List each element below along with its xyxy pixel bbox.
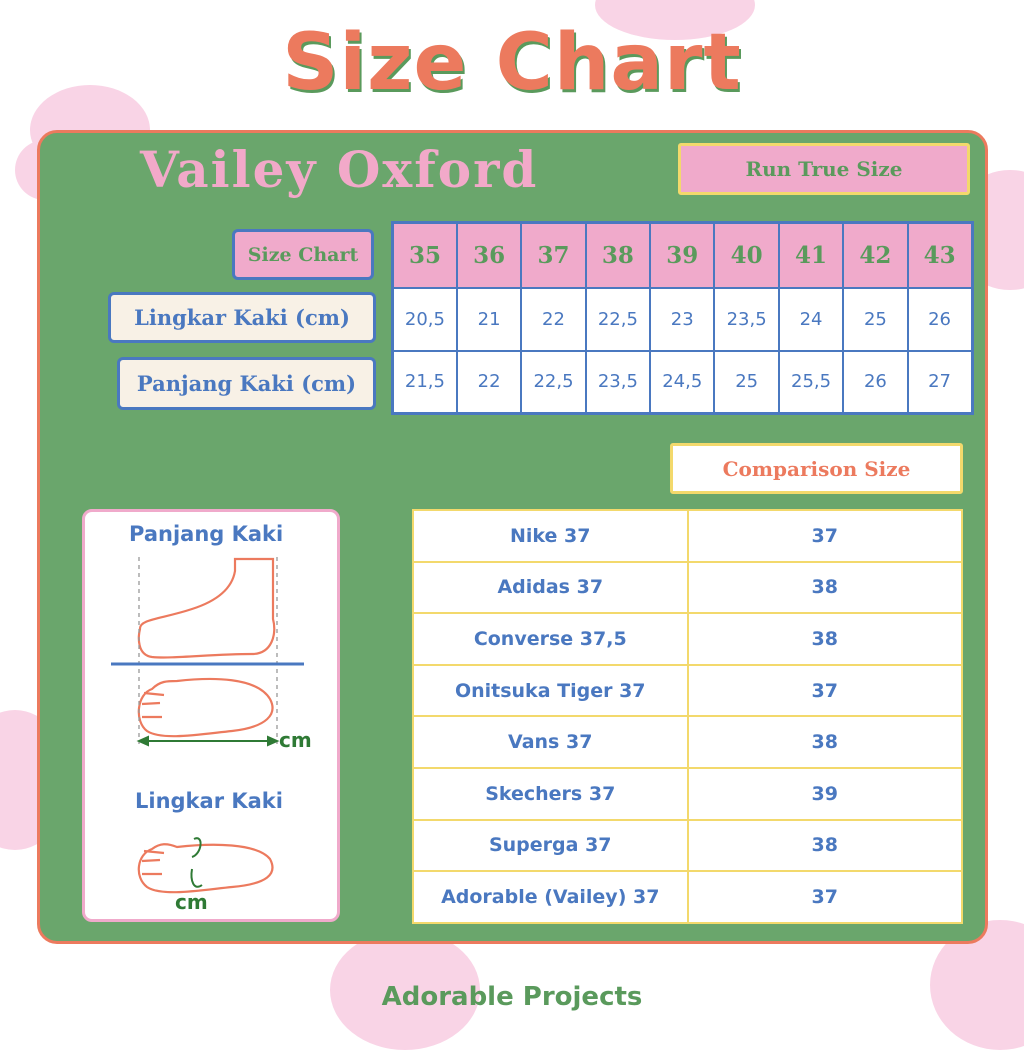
comparison-size: 37 — [686, 663, 963, 718]
size-header-cell: 41 — [777, 221, 845, 289]
girth-unit: cm — [175, 890, 208, 914]
size-header-cell: 35 — [391, 221, 458, 289]
size-value-cell: 25,5 — [777, 349, 845, 415]
comparison-row: Converse 37,5 38 — [412, 612, 963, 666]
comparison-table: Nike 37 37 Adidas 37 38 Converse 37,5 38 Onits… — [412, 509, 963, 924]
comparison-brand: Adorable (Vailey) 37 — [412, 870, 689, 924]
size-header-cell: 37 — [520, 221, 587, 289]
lingkar-row: 20,5 21 22 22,5 23 23,5 24 25 26 — [391, 286, 974, 352]
panjang-row: 21,5 22 22,5 23,5 24,5 25 25,5 26 27 — [391, 349, 974, 415]
size-table: 35 36 37 38 39 40 41 42 43 20,5 21 22 22,5 23 23,5 24 2… — [391, 221, 974, 415]
size-value-cell: 20,5 — [391, 286, 458, 352]
comparison-row: Superga 37 38 — [412, 818, 963, 873]
comparison-size: 38 — [686, 612, 963, 666]
size-value-cell: 25 — [713, 349, 780, 415]
size-header-cell: 36 — [455, 221, 523, 289]
size-value-cell: 22 — [455, 349, 523, 415]
comparison-size: 38 — [686, 715, 963, 769]
comparison-brand: Skechers 37 — [412, 766, 689, 821]
comparison-brand: Nike 37 — [412, 509, 689, 563]
comparison-brand: Superga 37 — [412, 818, 689, 873]
row-label-panjang: Panjang Kaki (cm) — [117, 357, 376, 410]
footer-brand: Adorable Projects — [381, 982, 643, 1012]
size-value-cell: 26 — [842, 349, 909, 415]
comparison-brand: Adidas 37 — [412, 560, 689, 615]
comparison-size: 37 — [686, 870, 963, 924]
size-value-cell: 26 — [906, 286, 974, 352]
comparison-title: Comparison Size — [670, 443, 963, 494]
comparison-brand: Converse 37,5 — [412, 612, 689, 666]
size-value-cell: 23,5 — [584, 349, 652, 415]
size-value-cell: 21,5 — [391, 349, 458, 415]
row-label-lingkar: Lingkar Kaki (cm) — [108, 292, 376, 343]
foot-top-icon — [137, 677, 274, 738]
product-name: Vailey Oxford — [140, 140, 539, 199]
comparison-size: 38 — [686, 560, 963, 615]
girth-arrow-icon — [190, 837, 203, 888]
length-label: Panjang Kaki — [129, 522, 284, 546]
comparison-row: Adorable (Vailey) 37 37 — [412, 870, 963, 924]
size-value-cell: 22 — [520, 286, 587, 352]
size-value-cell: 22,5 — [584, 286, 652, 352]
comparison-row: Skechers 37 39 — [412, 766, 963, 821]
girth-label: Lingkar Kaki — [135, 789, 283, 813]
foot-side-icon — [137, 557, 276, 659]
comparison-size: 38 — [686, 818, 963, 873]
size-header-cell: 38 — [584, 221, 652, 289]
comparison-size: 37 — [686, 509, 963, 563]
fit-badge: Run True Size — [678, 143, 970, 195]
comparison-size: 39 — [686, 766, 963, 821]
comparison-brand: Vans 37 — [412, 715, 689, 769]
comparison-row: Nike 37 37 — [412, 509, 963, 563]
foot-illustration — [111, 557, 304, 894]
size-value-cell: 27 — [906, 349, 974, 415]
size-value-cell: 21 — [455, 286, 523, 352]
size-header-cell: 43 — [906, 221, 974, 289]
foot-top-girth-icon — [137, 843, 274, 894]
comparison-row: Vans 37 38 — [412, 715, 963, 769]
size-value-cell: 24,5 — [649, 349, 716, 415]
size-value-cell: 23 — [649, 286, 716, 352]
size-header-cell: 39 — [649, 221, 716, 289]
size-header-row: 35 36 37 38 39 40 41 42 43 — [391, 221, 974, 289]
size-header-cell: 42 — [842, 221, 909, 289]
size-header-label: Size Chart — [232, 229, 374, 280]
measure-guide-card: Panjang Kaki cm Lingkar Kaki cm — [82, 509, 340, 922]
size-value-cell: 24 — [777, 286, 845, 352]
size-value-cell: 25 — [842, 286, 909, 352]
comparison-row: Onitsuka Tiger 37 37 — [412, 663, 963, 718]
size-value-cell: 22,5 — [520, 349, 587, 415]
size-header-cell: 40 — [713, 221, 780, 289]
length-unit: cm — [279, 728, 312, 752]
comparison-brand: Onitsuka Tiger 37 — [412, 663, 689, 718]
size-value-cell: 23,5 — [713, 286, 780, 352]
page-title: Size Chart — [282, 18, 742, 108]
comparison-row: Adidas 37 38 — [412, 560, 963, 615]
